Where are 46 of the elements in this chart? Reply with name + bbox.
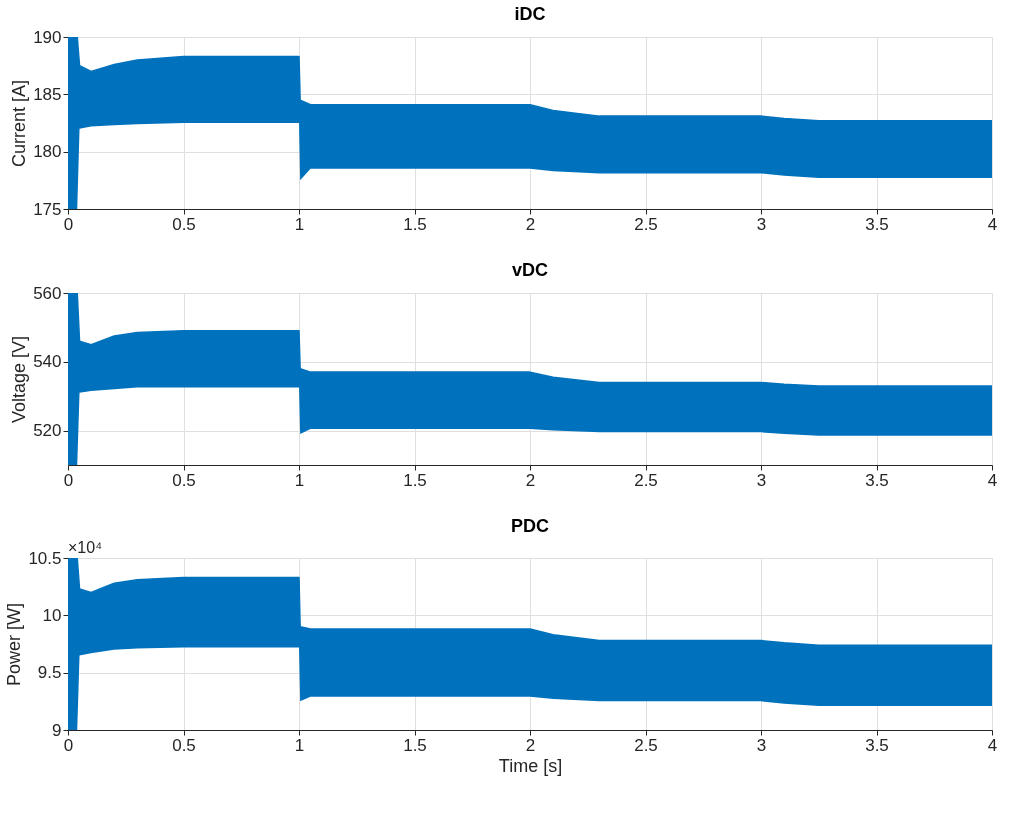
x-tick-label: 0.5 [172, 735, 196, 755]
x-tick-label: 2.5 [634, 735, 658, 755]
x-tick-label: 3 [756, 470, 767, 490]
x-tick-label: 1 [294, 470, 305, 490]
x-tick-label: 3 [756, 735, 767, 755]
x-tick-label: 2 [525, 735, 536, 755]
x-tick-label: 3.5 [865, 470, 889, 490]
x-tick-label: 4 [987, 470, 998, 490]
x-tick-label: 2 [525, 470, 536, 490]
x-tick-label: 1 [294, 735, 305, 755]
y-axis-title: Current [A] [9, 79, 30, 168]
chart-title: iDC [514, 4, 546, 24]
y-tick-label: 185 [33, 84, 62, 104]
x-tick-label: 0.5 [172, 470, 196, 490]
x-tick-label: 0 [63, 470, 74, 490]
y-tick-label: 175 [33, 199, 62, 219]
x-tick-label: 1.5 [403, 735, 427, 755]
x-tick-label: 2.5 [634, 470, 658, 490]
y-tick-label: 10.5 [28, 548, 62, 568]
x-tick-label: 3 [756, 214, 767, 234]
x-tick-label: 0.5 [172, 214, 196, 234]
y-tick-label: 10 [42, 605, 62, 625]
y-tick-label: 560 [33, 283, 62, 303]
x-tick-label: 4 [987, 735, 998, 755]
x-tick-label: 1 [294, 214, 305, 234]
x-tick-label: 2.5 [634, 214, 658, 234]
y-tick-label: 520 [33, 421, 62, 441]
text: ×10⁴ [68, 539, 103, 556]
y-tick-label: 9 [52, 720, 62, 740]
x-tick-label: 0 [63, 214, 74, 234]
y-tick-label: 540 [33, 352, 62, 372]
chart-title: vDC [511, 260, 549, 280]
chart-title: PDC [510, 516, 550, 536]
y-axis-title: Power [W] [4, 602, 25, 687]
y-tick-label: 190 [33, 27, 62, 47]
x-tick-label: 1.5 [403, 214, 427, 234]
y-tick-label: 9.5 [37, 663, 62, 683]
x-axis-title: Time [s] [498, 755, 563, 776]
y-tick-label: 180 [33, 142, 62, 162]
x-tick-label: 4 [987, 214, 998, 234]
x-tick-label: 3.5 [865, 735, 889, 755]
x-tick-label: 0 [63, 735, 74, 755]
x-tick-label: 3.5 [865, 214, 889, 234]
x-tick-label: 2 [525, 214, 536, 234]
x-tick-label: 1.5 [403, 470, 427, 490]
y-axis-title: Voltage [V] [9, 335, 30, 424]
